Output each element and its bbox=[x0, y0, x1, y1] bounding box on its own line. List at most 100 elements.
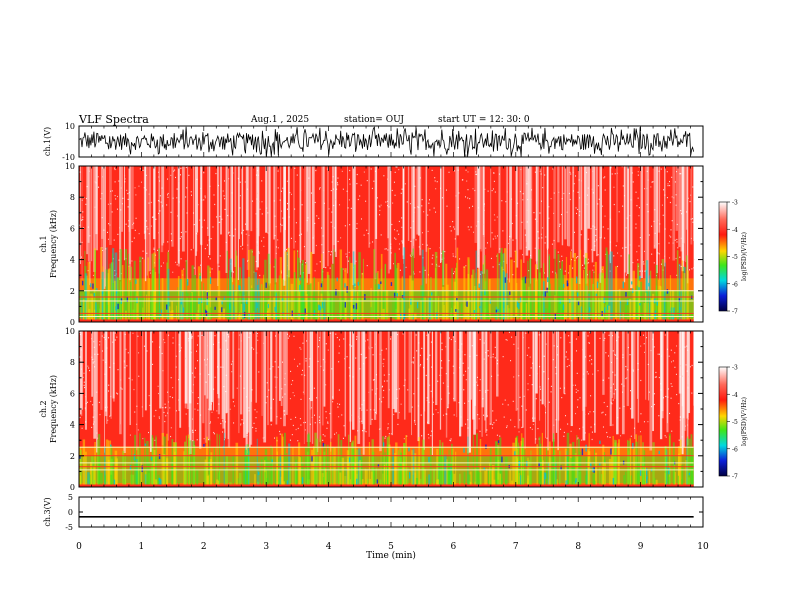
spectrogram-speckle bbox=[186, 366, 188, 368]
spectrogram-speckle bbox=[293, 358, 295, 360]
spectrogram-speckle bbox=[399, 269, 401, 271]
spectrogram-activity bbox=[133, 260, 136, 322]
spectrogram-speckle bbox=[159, 195, 161, 197]
spectrogram-speckle bbox=[579, 397, 581, 399]
spectrogram-speckle bbox=[158, 176, 160, 178]
spectrogram-activity bbox=[496, 253, 499, 322]
spectrogram-speckle bbox=[680, 209, 682, 212]
spectrogram-streak bbox=[368, 166, 370, 248]
spectrogram-activity bbox=[319, 455, 322, 487]
spectrogram-speckle bbox=[136, 423, 138, 425]
spectrogram-speckle bbox=[622, 185, 624, 187]
spectrogram-blue bbox=[478, 283, 480, 288]
spectrogram-speckle bbox=[300, 189, 302, 191]
spectrogram-speckle bbox=[388, 389, 390, 391]
spectrogram-speckle bbox=[231, 371, 233, 373]
spectrogram-activity bbox=[85, 301, 87, 322]
spectrogram-streak bbox=[104, 331, 105, 453]
x-tick-label: 3 bbox=[263, 542, 269, 552]
spectrogram-streak bbox=[89, 166, 91, 286]
spectrogram-speckle bbox=[196, 232, 198, 235]
spectrogram-activity bbox=[515, 437, 518, 487]
spectrogram-speckle bbox=[576, 257, 578, 259]
spectrogram-speckle bbox=[394, 229, 396, 231]
spectrogram-activity bbox=[247, 249, 250, 322]
spectrogram-speckle bbox=[206, 358, 208, 360]
spectrogram-speckle bbox=[360, 353, 362, 356]
spectrogram-speckle bbox=[591, 438, 593, 441]
spectrogram-activity bbox=[674, 472, 676, 487]
spectrogram-speckle bbox=[476, 225, 478, 227]
spectrogram-speckle bbox=[395, 166, 397, 168]
spectrogram-speckle bbox=[447, 385, 449, 388]
spectrogram-activity bbox=[646, 289, 648, 322]
spectrogram-activity bbox=[562, 274, 565, 322]
spectrogram-speckle bbox=[691, 392, 693, 394]
spectrogram-speckle bbox=[547, 378, 549, 380]
spectrogram-speckle bbox=[572, 171, 574, 173]
spectrogram-speckle bbox=[566, 211, 568, 213]
spectrogram-speckle bbox=[494, 191, 496, 193]
spectrogram-speckle bbox=[413, 166, 415, 168]
spectrogram-activity bbox=[686, 270, 689, 322]
spectrogram-speckle bbox=[450, 438, 452, 440]
spectrogram-streak bbox=[278, 331, 281, 401]
spectrogram-speckle bbox=[248, 336, 250, 339]
spectrogram-speckle bbox=[366, 179, 368, 182]
spectrogram-speckle bbox=[159, 346, 161, 348]
spectrogram-speckle bbox=[143, 187, 145, 189]
spectrogram-speckle bbox=[167, 412, 169, 414]
spectrogram-speckle bbox=[170, 377, 172, 379]
spectrogram-activity bbox=[669, 435, 671, 487]
spectrogram-activity bbox=[351, 290, 353, 322]
spectrogram-speckle bbox=[107, 419, 109, 421]
spectrogram-streak bbox=[596, 166, 598, 257]
spectrogram-streak bbox=[687, 331, 689, 418]
spectrogram-speckle bbox=[207, 408, 209, 410]
spectrogram-speckle bbox=[383, 365, 385, 367]
spectrogram-speckle bbox=[274, 437, 276, 439]
spectrogram-activity bbox=[294, 463, 297, 487]
spectrogram-speckle bbox=[678, 402, 680, 405]
spectrogram-streak bbox=[285, 331, 288, 415]
spectrogram-activity bbox=[304, 467, 306, 487]
spec-ytick-label: 0 bbox=[70, 483, 75, 492]
spectrogram-speckle bbox=[543, 272, 545, 274]
spectrogram-activity bbox=[253, 255, 255, 322]
spectrogram-activity bbox=[658, 285, 661, 322]
spectrogram-streak bbox=[308, 331, 311, 443]
spectrogram-streak bbox=[582, 331, 586, 441]
spectrogram-speckle bbox=[469, 355, 471, 357]
spectrogram-speckle bbox=[491, 232, 493, 234]
spectrogram-speckle bbox=[485, 362, 487, 365]
spectrogram-speckle bbox=[333, 204, 335, 207]
spectrogram-speckle bbox=[137, 429, 139, 431]
spectrogram-speckle bbox=[430, 435, 432, 437]
spectrogram-streak bbox=[613, 331, 616, 400]
spectrogram-speckle bbox=[246, 435, 248, 437]
spectrogram-activity bbox=[124, 455, 126, 487]
x-tick-label: 9 bbox=[638, 542, 644, 552]
spectrogram-streak bbox=[522, 331, 524, 428]
spectrogram-speckle bbox=[348, 199, 350, 201]
spectrogram-speckle bbox=[223, 195, 225, 197]
spectrogram-speckle bbox=[196, 344, 198, 346]
spectrogram-speckle bbox=[242, 248, 244, 250]
spectrogram-speckle bbox=[213, 343, 215, 345]
spectrogram-speckle bbox=[412, 220, 414, 222]
spectrogram-speckle bbox=[305, 262, 307, 264]
spectrogram-speckle bbox=[622, 391, 624, 393]
spectrogram-activity bbox=[538, 436, 541, 487]
spectrogram-speckle bbox=[379, 214, 381, 216]
spectrogram-speckle bbox=[206, 244, 208, 246]
spectrogram-speckle bbox=[482, 223, 484, 226]
spectrogram-activity bbox=[274, 466, 277, 487]
spectrogram-speckle bbox=[629, 354, 631, 356]
spectrogram-speckle bbox=[234, 405, 236, 407]
spectrogram-streak bbox=[557, 166, 560, 243]
spectrogram-streak bbox=[283, 166, 286, 281]
spectrogram-streak bbox=[100, 166, 103, 280]
spectrogram-speckle bbox=[307, 217, 309, 219]
spectrogram-streak bbox=[316, 331, 319, 453]
spectrogram-streak bbox=[479, 166, 482, 250]
